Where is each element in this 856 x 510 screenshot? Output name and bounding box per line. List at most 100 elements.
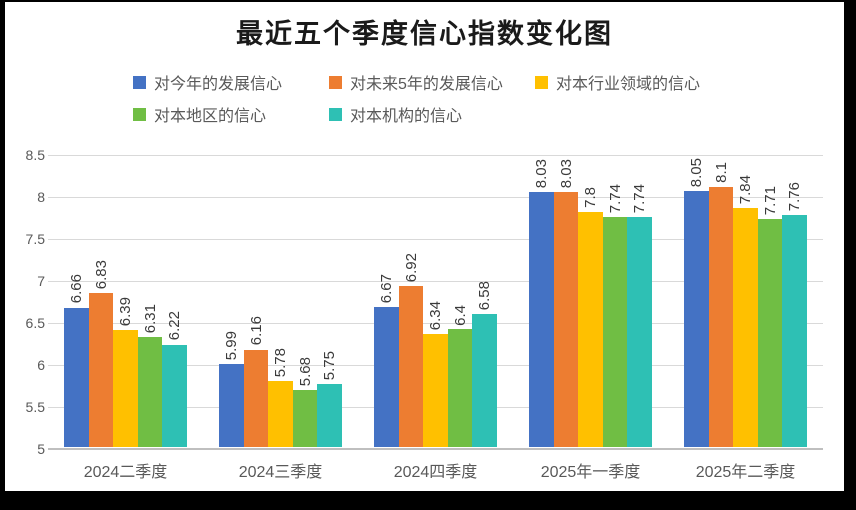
legend-item-label: 对本地区的信心 <box>154 108 267 125</box>
bar-column-series-1: 6.67 <box>374 274 399 447</box>
legend-swatch-icon <box>133 75 146 89</box>
bar-value-label: 6.34 <box>427 301 444 331</box>
bar-1-2 <box>219 363 244 447</box>
bar-4-1 <box>137 336 163 447</box>
bar-column-series-5: 5.75 <box>317 351 342 447</box>
gridline <box>48 281 823 282</box>
legend: 对今年的发展信心 对未来5年的发展信心 对本行业领域的信心对本地区的信心 对本机构的信… <box>5 2 844 132</box>
gridline <box>48 239 823 240</box>
bar-value-label: 6.67 <box>378 273 395 303</box>
y-tick-label: 6.5 <box>25 315 45 331</box>
bar-5-1 <box>162 344 187 447</box>
bar-value-label: 6.66 <box>68 274 85 304</box>
bar-value-label: 5.78 <box>272 348 289 378</box>
gridline <box>48 323 823 324</box>
y-tick-label: 8.5 <box>25 147 45 163</box>
bar-5-2 <box>317 384 342 447</box>
bar-4-4 <box>602 216 628 447</box>
bar-value-label: 7.8 <box>582 186 599 208</box>
bar-2-3 <box>398 285 424 447</box>
legend-swatch-icon <box>535 75 548 89</box>
x-category-label-4: 2025年一季度 <box>540 464 641 481</box>
bar-value-label: 5.99 <box>223 330 240 360</box>
legend-item-1: 对今年的发展信心 <box>133 70 282 94</box>
bar-column-series-4: 5.68 <box>292 356 318 447</box>
x-axis-labels: 2024二季度 2024三季度 2024四季度 2025年一季度 2025年二季度 <box>48 458 823 482</box>
bar-3-5 <box>733 208 758 447</box>
legend-swatch-icon <box>329 75 342 89</box>
legend-swatch-icon <box>133 107 146 121</box>
legend-swatch-icon <box>329 107 342 121</box>
bar-value-label: 5.68 <box>296 356 314 386</box>
bar-column-series-4: 7.71 <box>757 186 783 447</box>
gridline <box>48 197 823 198</box>
legend-item-2: 对未来5年的发展信心 <box>329 70 503 94</box>
x-axis-line <box>48 448 823 450</box>
bar-column-series-3: 6.34 <box>423 301 448 447</box>
bar-column-series-3: 5.78 <box>268 348 293 447</box>
bar-value-label: 6.83 <box>92 260 110 290</box>
bar-2-4 <box>553 192 579 447</box>
bar-1-3 <box>374 306 399 447</box>
bar-column-series-1: 8.03 <box>529 159 554 447</box>
bar-2-1 <box>88 293 114 447</box>
bar-column-series-4: 6.4 <box>447 305 473 447</box>
y-tick-label: 8 <box>37 189 45 205</box>
bar-value-label: 7.74 <box>606 183 624 213</box>
bar-4-5 <box>757 219 783 447</box>
bar-1-5 <box>684 190 709 447</box>
legend-item-5: 对本机构的信心 <box>329 102 462 126</box>
bar-3-2 <box>268 381 293 447</box>
bar-column-series-3: 6.39 <box>113 297 138 447</box>
bar-value-label: 8.03 <box>533 159 550 189</box>
bar-value-label: 7.71 <box>761 186 779 216</box>
bar-value-label: 6.92 <box>402 252 420 282</box>
bar-column-series-4: 6.31 <box>137 303 163 447</box>
legend-item-label: 对未来5年的发展信心 <box>350 76 503 93</box>
bar-4-2 <box>292 389 318 447</box>
bar-column-series-5: 6.22 <box>162 311 187 447</box>
bar-value-label: 6.39 <box>117 297 134 327</box>
plot-area: 6.66 6.83 6.39 6.31 6.22 5.99 6.16 5.78 5.68 5.75… <box>48 155 823 450</box>
bar-value-label: 5.75 <box>321 350 338 380</box>
bar-column-series-1: 6.66 <box>64 274 89 447</box>
bar-value-label: 7.74 <box>631 183 648 213</box>
bar-column-series-5: 6.58 <box>472 281 497 447</box>
bar-column-series-2: 6.16 <box>243 316 269 447</box>
bar-value-label: 7.76 <box>786 181 803 212</box>
chart-title: 最近五个季度信心指数变化图 <box>236 19 613 49</box>
bar-column-series-3: 7.84 <box>733 175 758 447</box>
bar-column-series-2: 8.1 <box>708 162 734 447</box>
x-category-label-3: 2024四季度 <box>393 464 478 481</box>
bar-value-label: 6.16 <box>247 316 265 346</box>
bar-4-3 <box>447 329 473 447</box>
bar-value-label: 6.31 <box>141 303 159 333</box>
legend-item-label: 对本行业领域的信心 <box>556 76 701 93</box>
gridline <box>48 155 823 156</box>
legend-item-4: 对本地区的信心 <box>133 102 266 126</box>
bar-group-3: 6.67 6.92 6.34 6.4 6.58 <box>358 155 513 447</box>
bar-column-series-3: 7.8 <box>578 187 603 447</box>
bar-column-series-2: 6.92 <box>398 252 424 447</box>
bar-group-1: 6.66 6.83 6.39 6.31 6.22 <box>48 155 203 447</box>
bar-value-label: 7.84 <box>737 175 754 205</box>
bar-3-4 <box>578 211 603 447</box>
bar-1-1 <box>64 307 89 447</box>
bar-column-series-5: 7.76 <box>782 182 807 447</box>
x-category-label-2: 2024三季度 <box>238 464 323 481</box>
y-tick-label: 6 <box>37 357 45 373</box>
y-axis-labels: 8.5 8 7.5 7 6.5 6 5.5 5 <box>5 147 45 457</box>
bar-5-4 <box>627 216 652 447</box>
bar-3-3 <box>423 334 448 447</box>
bar-value-label: 6.58 <box>476 281 493 311</box>
bar-column-series-2: 8.03 <box>553 159 579 447</box>
bar-5-3 <box>472 314 497 447</box>
x-category-label-1: 2024二季度 <box>83 464 168 481</box>
chart-canvas: 最近五个季度信心指数变化图 对今年的发展信心 对未来5年的发展信心 对本行业领域的信… <box>5 2 844 491</box>
bar-2-5 <box>708 186 734 447</box>
legend-item-label: 对本机构的信心 <box>350 108 463 125</box>
bar-1-4 <box>529 192 554 447</box>
bar-group-4: 8.03 8.03 7.8 7.74 7.74 <box>513 155 668 447</box>
bar-group-5: 8.05 8.1 7.84 7.71 7.76 <box>668 155 823 447</box>
